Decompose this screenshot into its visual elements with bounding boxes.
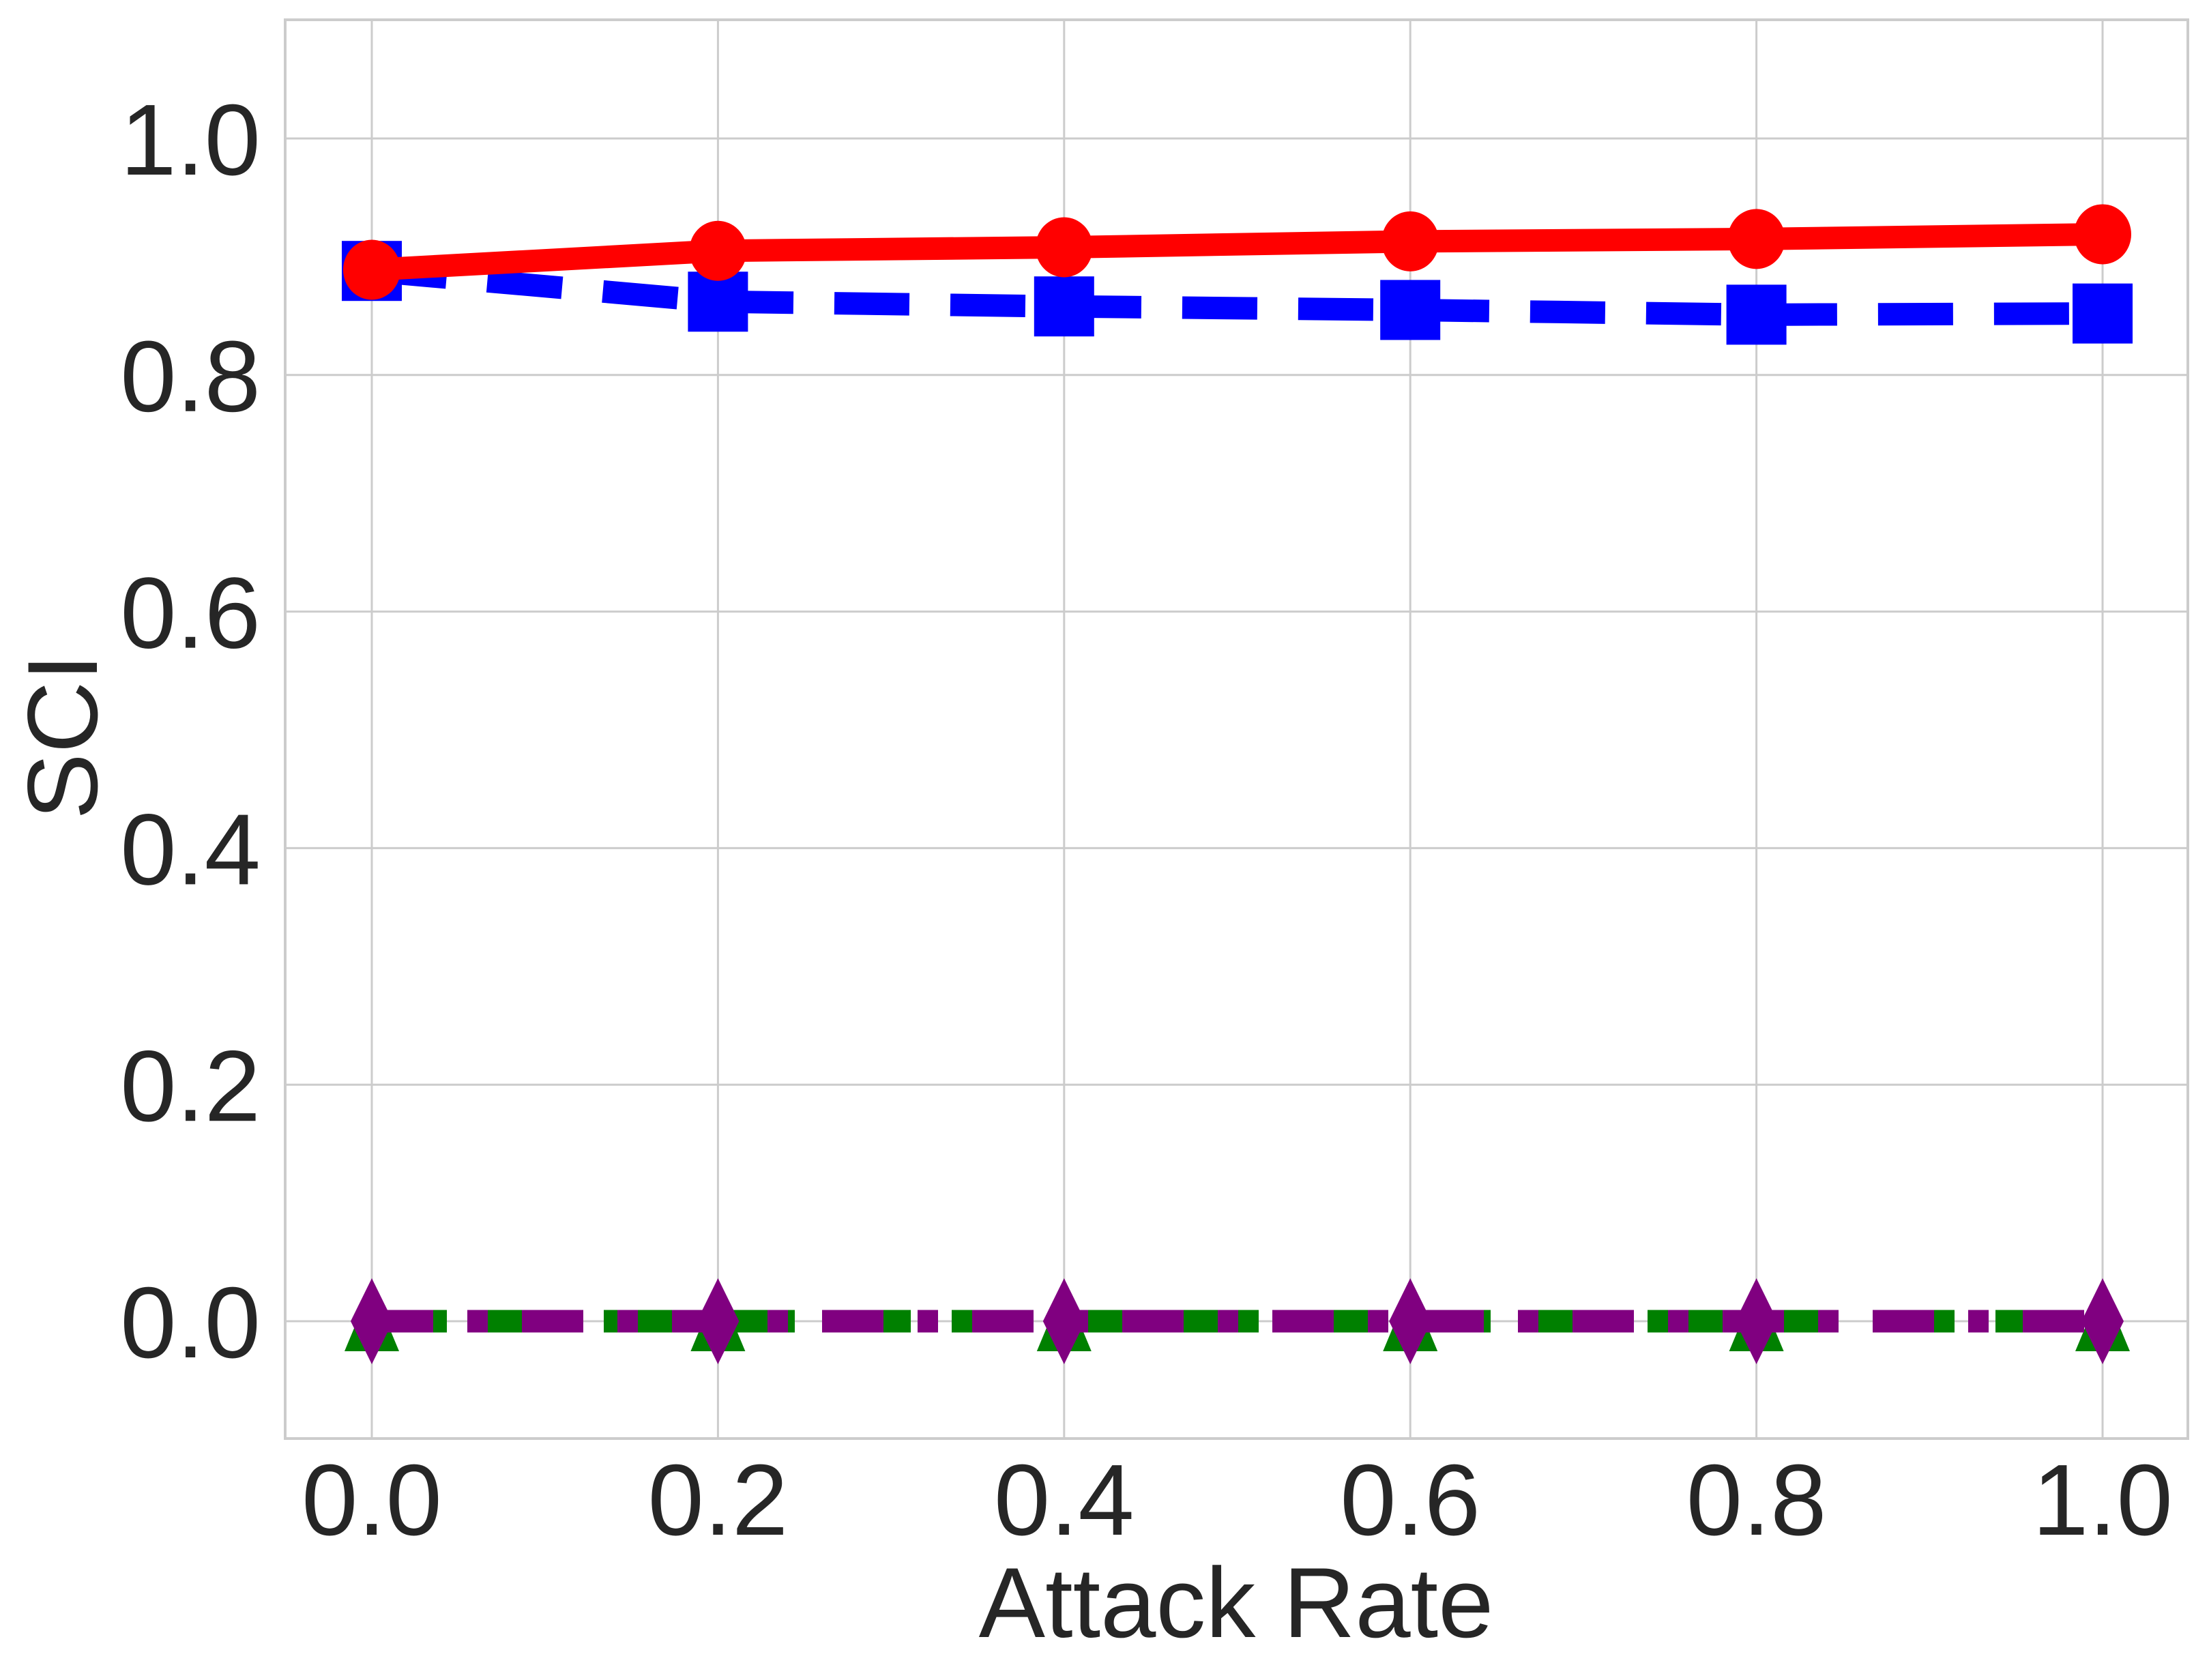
diamond-marker	[1042, 1278, 1085, 1364]
square-marker	[1726, 284, 1787, 345]
square-marker	[1380, 280, 1441, 340]
y-tick-label: 0.2	[120, 1030, 261, 1143]
series-line	[370, 259, 2103, 326]
x-tick-label: 1.0	[2032, 1444, 2173, 1557]
square-marker	[688, 271, 748, 332]
y-axis-ticks: 0.0 0.2 0.4 0.6 0.8 1.0	[120, 84, 261, 1379]
x-tick-label: 0.2	[648, 1444, 789, 1557]
x-tick-label: 0.8	[1686, 1444, 1827, 1557]
diamond-marker	[697, 1278, 740, 1364]
y-tick-label: 0.8	[120, 321, 261, 433]
x-axis-ticks: 0.0 0.2 0.4 0.6 0.8 1.0	[302, 1444, 2173, 1557]
diamond-marker	[1389, 1278, 1432, 1364]
diamond-marker	[1735, 1278, 1778, 1364]
y-tick-label: 0.6	[120, 557, 261, 670]
circle-marker	[1035, 217, 1093, 278]
y-tick-label: 0.4	[120, 793, 261, 906]
y-tick-label: 0.0	[120, 1267, 261, 1379]
circle-marker	[689, 220, 747, 281]
y-axis-label: SCI	[7, 653, 118, 819]
x-axis-label: Attack Rate	[979, 1547, 1494, 1658]
diamond-marker	[2081, 1278, 2124, 1364]
circle-marker	[343, 239, 400, 300]
series-purple-diamond-dashdot	[351, 1278, 2124, 1364]
diamond-marker	[351, 1278, 393, 1364]
circle-marker	[1381, 211, 1439, 271]
x-tick-label: 0.6	[1340, 1444, 1480, 1557]
x-tick-label: 0.0	[302, 1444, 442, 1557]
circle-marker	[2074, 204, 2131, 265]
x-tick-label: 0.4	[994, 1444, 1135, 1557]
square-marker	[1034, 276, 1094, 337]
plot-frame	[284, 18, 2189, 1440]
y-tick-label: 1.0	[120, 84, 261, 196]
circle-marker	[1727, 209, 1785, 269]
square-marker	[2073, 283, 2133, 344]
series-layer	[342, 204, 2133, 1364]
series-line	[371, 222, 2103, 281]
series-red-circle-solid	[343, 204, 2131, 300]
